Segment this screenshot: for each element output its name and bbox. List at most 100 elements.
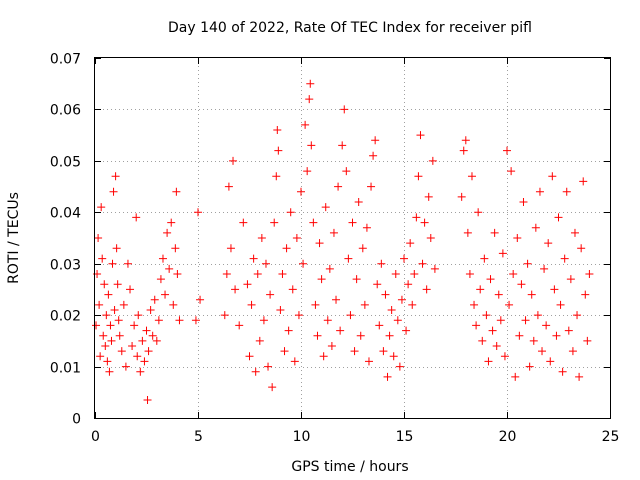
data-point [476, 285, 485, 294]
data-point [364, 357, 373, 366]
data-point [564, 326, 573, 335]
data-point [286, 208, 295, 217]
data-point [163, 228, 172, 237]
data-point [130, 321, 139, 330]
data-point [152, 336, 161, 345]
data-point [379, 347, 388, 356]
plot-frame [94, 57, 611, 419]
data-point [416, 131, 425, 140]
data-point [92, 321, 101, 330]
data-point [319, 352, 328, 361]
data-point [400, 254, 408, 263]
data-point [121, 362, 130, 371]
data-point [410, 270, 419, 278]
x-tick-label: 0 [91, 429, 100, 445]
data-point [123, 259, 132, 268]
data-point [284, 326, 293, 335]
data-point [523, 259, 532, 268]
data-point [301, 120, 310, 129]
data-point [239, 218, 248, 227]
data-point [579, 177, 588, 186]
data-point [350, 347, 359, 356]
data-point [311, 300, 320, 309]
data-point [373, 280, 382, 289]
data-point [406, 239, 415, 248]
data-point [558, 367, 567, 376]
data-point [480, 254, 489, 263]
data-point [486, 275, 495, 284]
data-point [472, 321, 481, 330]
data-point [321, 203, 330, 212]
data-point [128, 342, 137, 350]
data-point [133, 352, 142, 361]
data-point [148, 331, 157, 340]
data-point [538, 347, 547, 356]
data-point [255, 336, 264, 345]
data-point [412, 213, 421, 222]
data-point [393, 316, 402, 325]
data-point [383, 372, 392, 381]
data-point [96, 352, 105, 361]
data-point [247, 300, 256, 309]
data-point [402, 326, 411, 335]
data-point [294, 311, 303, 320]
data-point [531, 223, 540, 232]
data-point [490, 228, 499, 237]
data-point [381, 290, 390, 299]
data-point [484, 357, 493, 366]
data-point [194, 208, 202, 217]
data-point [575, 372, 584, 381]
data-point [428, 156, 437, 165]
data-point [117, 347, 126, 356]
data-point [282, 244, 291, 253]
data-point [488, 326, 497, 335]
data-point [358, 244, 367, 253]
data-point [222, 270, 231, 278]
y-tick-label: 0.03 [50, 258, 81, 274]
data-point [313, 331, 322, 340]
data-point [332, 295, 341, 304]
data-point [395, 362, 404, 371]
data-point [297, 187, 305, 196]
data-point [371, 136, 380, 145]
data-point [408, 300, 417, 309]
data-point [114, 316, 123, 325]
y-tick-label: 0.07 [50, 52, 81, 68]
data-point [167, 218, 176, 227]
y-tick-label: 0.06 [50, 103, 81, 119]
data-point [498, 249, 507, 258]
data-point [138, 336, 147, 345]
y-axis-label: ROTI / TECUs [6, 192, 22, 284]
data-point [309, 218, 318, 227]
data-point [165, 264, 174, 273]
data-point [560, 254, 569, 263]
data-point [540, 264, 549, 273]
data-point [196, 295, 205, 304]
data-point [276, 306, 285, 314]
data-point [573, 311, 582, 320]
data-point [266, 290, 275, 299]
data-point [115, 331, 124, 340]
y-tick-label: 0.05 [50, 155, 81, 171]
y-tick-label: 0.01 [50, 361, 81, 377]
data-point [375, 321, 384, 330]
data-point [577, 244, 586, 253]
data-point [288, 285, 297, 294]
data-point [112, 244, 121, 253]
data-point [106, 321, 115, 330]
y-tick-label: 0.02 [50, 309, 81, 325]
data-point [496, 316, 505, 325]
data-point [172, 187, 181, 196]
data-point [229, 156, 238, 165]
data-point [338, 141, 347, 150]
data-point [143, 396, 152, 404]
data-point [391, 270, 400, 278]
data-point [344, 254, 353, 263]
x-tick-label: 15 [396, 429, 414, 445]
data-point [169, 300, 178, 309]
data-point [290, 357, 299, 366]
data-point [261, 259, 270, 268]
data-point [272, 172, 281, 181]
data-point [144, 347, 153, 356]
data-point [542, 321, 551, 330]
